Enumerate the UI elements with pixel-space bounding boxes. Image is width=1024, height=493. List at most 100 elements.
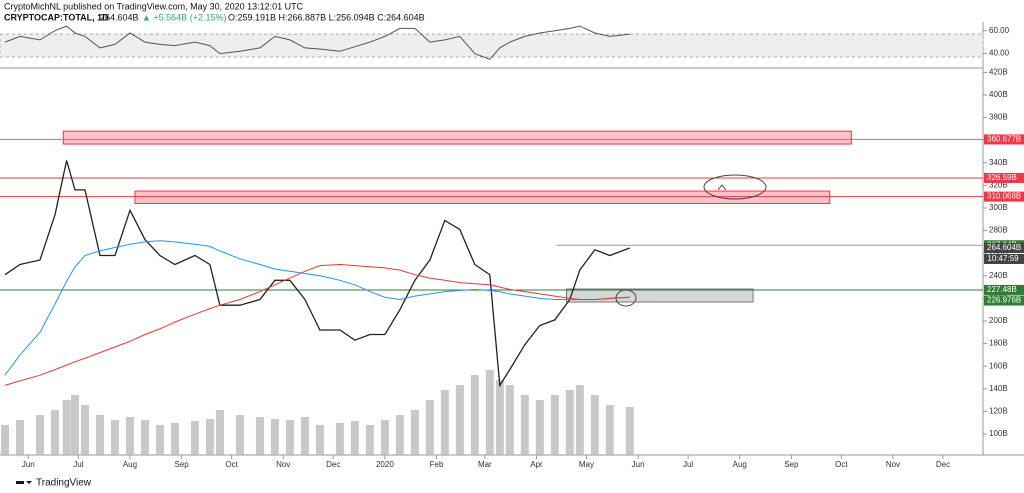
y-tick-label: 240B [989,271,1008,280]
rsi-band [0,33,984,58]
volume-bar [625,407,634,455]
volume-bar [35,415,44,455]
volume-bar [255,417,264,455]
volume-bar [170,423,179,455]
x-tick-label: Mar [478,460,492,469]
volume-bar [550,395,559,455]
price-label: 264.604B [987,243,1021,252]
price-label-bg [984,191,1024,202]
volume-bar [50,410,59,455]
price-label: 310.068B [987,192,1021,201]
x-tick-label: Jul [73,460,83,469]
volume-bar [590,395,599,455]
countdown: 10:47:59 [987,254,1019,263]
volume-bar [0,425,9,455]
y-tick-label: 340B [989,158,1008,167]
y-tick-label: 180B [989,339,1008,348]
rsi-line [4,25,630,60]
volume-bar [95,415,104,455]
y-tick-label: 280B [989,226,1008,235]
moving-average [4,263,630,386]
annotation-circle [615,289,637,307]
volume-bar [125,417,134,455]
volume-bar [235,415,244,455]
price-label-bg [984,295,1024,306]
volume-bar [380,420,389,455]
x-tick-label: 2020 [376,460,394,469]
y-tick-label: 320B [989,181,1008,190]
price-label-bg [984,172,1024,183]
volume-bar [565,390,574,455]
x-tick-label: Oct [835,460,848,469]
y-tick-label: 200B [989,316,1008,325]
change: ▲ +5.564B (+2.15%) [142,12,226,22]
volume-bar [495,380,504,455]
y-tick-label: 400B [989,90,1008,99]
x-tick-label: Sep [174,460,189,469]
volume-bar [520,395,529,455]
volume-bar [315,425,324,455]
x-tick-label: Nov [886,460,900,469]
annotation-ellipse [703,174,767,200]
y-tick-label: 140B [989,384,1008,393]
y-tick-label: 100B [989,429,1008,438]
publisher: CryptoMichNL published on TradingView.co… [4,1,304,11]
y-tick-label: 420B [989,68,1008,77]
x-tick-label: Jul [683,460,693,469]
x-tick-label: Jun [22,460,35,469]
volume-bar [470,375,479,455]
volume-bar [485,370,494,455]
x-tick-label: Dec [326,460,340,469]
price-label: 227.48B [987,285,1017,294]
volume-bar [300,417,309,455]
x-tick-label: Feb [430,460,444,469]
volume-bar [455,385,464,455]
moving-average [4,240,630,376]
volume-bar [80,405,89,455]
volume-bar [190,421,199,455]
volume-bar [575,385,584,455]
x-tick-label: Oct [225,460,238,469]
y-tick-label: 380B [989,113,1008,122]
x-tick-label: Apr [530,460,543,469]
x-tick-label: Nov [276,460,290,469]
volume-bar [62,400,71,455]
rsi-tick-label: 60.00 [989,26,1010,35]
volume-bar [425,400,434,455]
volume-bar [440,390,449,455]
y-tick-label: 160B [989,361,1008,370]
zone [134,190,831,204]
last-price: 264.604B [100,12,139,22]
price-label: 326.59B [987,173,1017,182]
x-tick-label: Aug [733,460,747,469]
price-label-bg [984,134,1024,145]
price-line [4,160,631,388]
annotation-arrow [717,184,727,191]
volume-bar [285,420,294,455]
volume-bar [155,425,164,455]
volume-bar [350,421,359,455]
y-tick-label: 120B [989,406,1008,415]
volume-bar [395,415,404,455]
price-label-bg [984,242,1024,253]
x-tick-label: Jun [632,460,645,469]
volume-bar [110,420,119,455]
symbol: CRYPTOCAP:TOTAL, 1D [4,12,109,22]
logo [16,481,32,484]
x-tick-label: May [579,460,594,469]
volume-bar [270,419,279,455]
ohlc: O:259.191B H:266.887B L:256.094B C:264.6… [228,12,425,22]
countdown-bg [984,253,1024,264]
x-tick-label: Aug [123,460,137,469]
volume-bar [410,410,419,455]
volume-bar [365,425,374,455]
volume-bar [215,410,224,455]
x-tick-label: Dec [936,460,950,469]
zone [565,288,754,303]
rsi-tick-label: 40.00 [989,49,1010,58]
volume-bar [70,395,79,455]
brand: TradingView [36,478,92,489]
y-tick-label: 300B [989,203,1008,212]
